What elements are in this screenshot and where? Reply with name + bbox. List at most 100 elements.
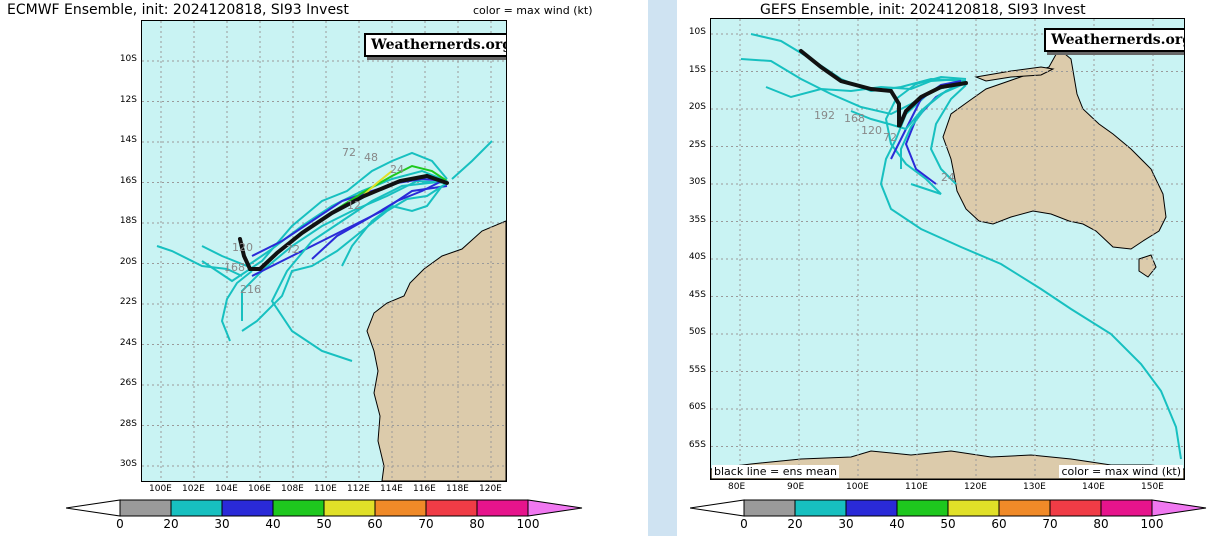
- latitude-label: 65S: [688, 439, 706, 450]
- latitude-label: 20S: [688, 102, 706, 112]
- colorbar-label: 70: [1042, 517, 1058, 531]
- track-hour-label: 48: [364, 151, 378, 164]
- latitude-label: 20S: [119, 256, 137, 267]
- longitude-label: 108E: [281, 484, 304, 494]
- colorbar-label: 50: [940, 517, 956, 531]
- member-track: [890, 80, 962, 160]
- track-hour-label: 120: [232, 241, 253, 254]
- gefs-legend-note: color = max wind (kt): [1059, 465, 1183, 478]
- ensemble-mean-track: [799, 49, 968, 128]
- colorbar-arrow: [1151, 499, 1207, 517]
- latitude-label: 60S: [688, 402, 706, 412]
- colorbar-label: 40: [889, 517, 905, 531]
- longitude-label: 120E: [479, 484, 502, 494]
- latitude-label: 28S: [119, 418, 137, 429]
- member-track: [451, 140, 493, 180]
- colorbar-label: 20: [787, 517, 803, 531]
- latitude-label: 18S: [119, 216, 137, 226]
- colorbar-label: 30: [838, 517, 854, 531]
- longitude-label: 110E: [905, 482, 928, 492]
- colorbar-label: 80: [1093, 517, 1109, 531]
- longitude-label: 118E: [446, 484, 469, 494]
- colorbar-segment: [119, 499, 172, 517]
- track-hour-label: 24: [941, 171, 955, 184]
- longitude-label: 100E: [846, 482, 869, 492]
- track-hour-label: 24: [390, 163, 404, 176]
- longitude-label: 80E: [728, 482, 746, 492]
- gefs-title: GEFS Ensemble, init: 2024120818, SI93 In…: [760, 2, 1086, 18]
- colorbar-label: 20: [163, 517, 179, 531]
- latitude-label: 25S: [688, 139, 706, 150]
- colorbar-label: 30: [214, 517, 230, 531]
- longitude-label: 90E: [787, 482, 805, 492]
- latitude-label: 12S: [119, 94, 137, 105]
- colorbar-arrow: [527, 499, 583, 517]
- colorbar-segment: [896, 499, 949, 517]
- colorbar-label: 0: [740, 517, 748, 531]
- member-track: [241, 182, 448, 332]
- colorbar-segment: [221, 499, 274, 517]
- colorbar-segment: [272, 499, 325, 517]
- member-track: [900, 81, 967, 169]
- colorbar-label: 60: [367, 517, 383, 531]
- ecmwf-panel: ECMWF Ensemble, init: 2024120818, SI93 I…: [0, 0, 648, 536]
- ensemble-mean-track: [238, 173, 449, 271]
- colorbar-segment: [170, 499, 223, 517]
- colorbar-segment: [1049, 499, 1102, 517]
- australia-land: [942, 48, 1167, 250]
- ecmwf-legend-note: color = max wind (kt): [473, 4, 593, 17]
- track-hour-label: 12: [347, 199, 361, 212]
- colorbar-label: 0: [116, 517, 124, 531]
- longitude-label: 140E: [1082, 482, 1105, 492]
- colorbar-label: 70: [418, 517, 434, 531]
- colorbar-label: 60: [991, 517, 1007, 531]
- gefs-map[interactable]: 192 168 120 72 24 Weathernerds.org black…: [710, 18, 1185, 480]
- latitude-label: 50S: [688, 327, 706, 337]
- track-hour-label: 120: [861, 124, 882, 137]
- ecmwf-map[interactable]: 72 48 24 12 72 120 168 216 Weathernerds.…: [141, 20, 507, 482]
- colorbar-segment: [998, 499, 1051, 517]
- latitude-label: 16S: [119, 175, 137, 186]
- colorbar-arrow: [690, 499, 745, 517]
- latitude-label: 22S: [119, 297, 137, 307]
- colorbar-segment: [425, 499, 478, 517]
- colorbar-segment: [476, 499, 529, 517]
- track-hour-label: 216: [240, 283, 261, 296]
- longitude-label: 114E: [380, 484, 403, 494]
- longitude-label: 150E: [1141, 482, 1164, 492]
- colorbar-segment: [743, 499, 796, 517]
- colorbar-segment: [947, 499, 1000, 517]
- longitude-label: 106E: [248, 484, 271, 494]
- weathernerds-logo: Weathernerds.org: [364, 33, 506, 57]
- member-track: [311, 180, 443, 260]
- member-track: [201, 169, 448, 268]
- latitude-label: 35S: [688, 214, 706, 225]
- track-hour-label: 168: [224, 261, 245, 274]
- longitude-label: 130E: [1023, 482, 1046, 492]
- member-track: [156, 245, 243, 277]
- member-track: [929, 84, 967, 185]
- longitude-label: 104E: [215, 484, 238, 494]
- graticule: [711, 19, 1184, 479]
- latitude-label: 24S: [119, 337, 137, 348]
- latitude-label: 40S: [688, 252, 706, 262]
- ecmwf-map-canvas: 72 48 24 12 72 120 168 216: [142, 21, 506, 481]
- longitude-label: 110E: [314, 484, 337, 494]
- latitude-label: 26S: [119, 378, 137, 388]
- colorbar-segment: [845, 499, 898, 517]
- latitude-label: 45S: [688, 289, 706, 300]
- ensemble-tracks: [740, 33, 1182, 460]
- weathernerds-logo: Weathernerds.org: [1044, 28, 1184, 52]
- colorbar-label: 50: [316, 517, 332, 531]
- member-track: [270, 180, 448, 362]
- latitude-label: 15S: [688, 64, 706, 75]
- longitude-label: 112E: [347, 484, 370, 494]
- colorbar-arrow: [66, 499, 121, 517]
- member-track: [341, 185, 443, 267]
- colorbar-segment: [794, 499, 847, 517]
- track-hour-label: 72: [883, 131, 897, 144]
- longitude-label: 116E: [413, 484, 436, 494]
- latitude-label: 14S: [119, 135, 137, 145]
- longitude-label: 102E: [182, 484, 205, 494]
- colorbar-label: 80: [469, 517, 485, 531]
